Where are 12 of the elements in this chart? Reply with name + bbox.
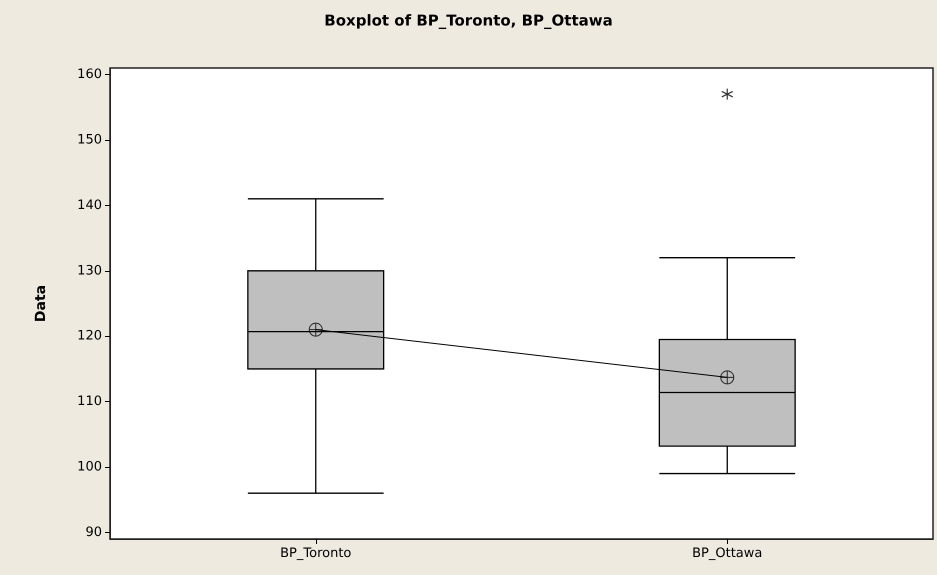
y-tick-label: 90 (85, 524, 102, 540)
y-tick-label: 100 (77, 460, 102, 475)
y-tick-label: 110 (77, 394, 102, 410)
x-tick-label: BP_Ottawa (692, 546, 762, 561)
chart-title: Boxplot of BP_Toronto, BP_Ottawa (324, 12, 613, 30)
y-tick-label: 120 (77, 328, 102, 344)
y-tick-label: 140 (77, 198, 102, 213)
y-tick-label: 160 (77, 67, 102, 82)
x-tick-label: BP_Toronto (280, 546, 352, 561)
y-axis-title: Data (33, 284, 49, 322)
y-tick-label: 150 (77, 132, 102, 148)
y-tick-label: 130 (77, 263, 102, 278)
